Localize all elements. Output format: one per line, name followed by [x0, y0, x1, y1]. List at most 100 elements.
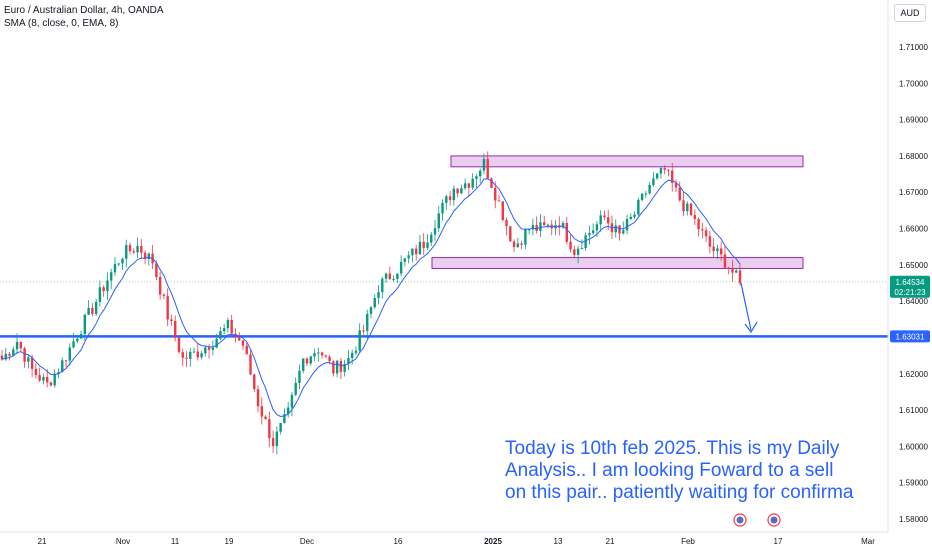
candle-body	[396, 273, 399, 280]
candle-body	[727, 267, 730, 269]
candle-body	[535, 225, 538, 231]
candle-body	[591, 230, 595, 234]
candle-body	[241, 340, 245, 346]
candle-body	[125, 245, 128, 259]
y-tick-label: 1.59000	[899, 479, 928, 488]
candle-body	[381, 278, 384, 293]
candle-body	[407, 255, 410, 259]
candle-body	[27, 357, 30, 362]
candle-body	[102, 287, 105, 292]
candle-body	[313, 353, 316, 357]
candle-body	[467, 183, 471, 188]
candle-body	[98, 287, 102, 302]
candle-body	[155, 263, 158, 278]
indicator-legend[interactable]: SMA (8, close, 0, EMA, 8)	[4, 18, 119, 29]
candle-body	[448, 196, 452, 201]
candle-body	[682, 200, 685, 212]
candle-body	[317, 352, 320, 354]
candle-body	[426, 242, 429, 248]
candle-body	[712, 246, 715, 252]
candle-body	[377, 292, 380, 298]
candle-body	[200, 353, 203, 358]
candle-body	[238, 336, 241, 341]
candle-body	[531, 225, 535, 230]
candle-body	[185, 357, 188, 359]
level-price-tag[interactable]	[890, 330, 930, 343]
candle-body	[271, 438, 275, 447]
candle-body	[704, 230, 708, 237]
candle-body	[219, 331, 222, 339]
candle-body	[15, 341, 19, 350]
candle-body	[497, 200, 501, 202]
candle-body	[245, 345, 248, 355]
x-tick-label: 2025	[484, 537, 502, 546]
candle-body	[501, 201, 504, 221]
candle-body	[437, 213, 440, 229]
y-tick-label: 1.69000	[899, 116, 928, 125]
candle-body	[509, 226, 512, 242]
x-tick-label: 17	[774, 537, 783, 546]
level-price-text: 1.63031	[896, 332, 925, 341]
x-tick-label: 13	[554, 537, 563, 546]
candle-body	[30, 357, 34, 369]
candle-body	[418, 241, 422, 255]
candle-body	[121, 258, 124, 264]
currency-label[interactable]: AUD	[894, 4, 926, 22]
candle-body	[384, 273, 388, 279]
candle-body	[64, 360, 68, 362]
candle-body	[136, 246, 139, 253]
candle-body	[230, 319, 233, 334]
arrow-head	[744, 321, 758, 334]
candle-body	[655, 173, 659, 179]
candle-body	[350, 352, 354, 359]
candle-body	[354, 350, 358, 353]
candle-body	[422, 241, 425, 248]
candle-body	[478, 170, 482, 177]
y-tick-label: 1.71000	[899, 43, 928, 52]
candle-body	[339, 360, 343, 372]
projection-arrow	[740, 282, 758, 334]
time-scale: 21 Nov 11 19 Dec 16 2025 13 21 Feb 17 Mar	[38, 537, 876, 546]
candle-body	[170, 319, 173, 321]
symbol-title[interactable]: Euro / Australian Dollar, 4h, OANDA	[4, 5, 164, 16]
candle-body	[697, 219, 700, 230]
candle-body	[268, 419, 271, 439]
candle-body	[83, 314, 87, 335]
candle-body	[640, 193, 644, 200]
x-tick-label: Nov	[116, 537, 130, 546]
candle-body	[347, 358, 350, 365]
analysis-annotation[interactable]: Today is 10th feb 2025. This is my Daily…	[505, 438, 925, 504]
chart-legend: Euro / Australian Dollar, 4h, OANDA SMA …	[4, 4, 164, 30]
candle-body	[222, 328, 226, 332]
candle-body	[622, 230, 625, 234]
last-price-tag[interactable]	[890, 275, 930, 298]
candle-body	[584, 235, 587, 249]
resistance-zone[interactable]	[450, 155, 804, 168]
candle-body	[45, 376, 49, 383]
candle-body	[629, 216, 633, 220]
candle-body	[512, 241, 516, 248]
candle-body	[140, 246, 143, 253]
candle-body	[588, 233, 591, 236]
candle-body	[132, 251, 135, 253]
candle-body	[637, 199, 640, 215]
candle-body	[106, 280, 109, 292]
candle-body	[490, 178, 493, 189]
candle-body	[482, 158, 486, 171]
candle-body	[189, 351, 192, 359]
candle-body	[332, 361, 335, 374]
candle-body	[275, 431, 279, 447]
candle-body	[373, 297, 376, 308]
y-tick-label: 1.58000	[899, 515, 928, 524]
candle-body	[109, 272, 113, 281]
candle-body	[34, 368, 38, 376]
candle-body	[143, 252, 147, 259]
candle-body	[369, 307, 373, 314]
support-zone[interactable]	[431, 257, 804, 269]
candle-body	[76, 338, 79, 342]
candle-body	[652, 178, 655, 186]
y-tick-label: 1.70000	[899, 79, 928, 88]
candle-body	[633, 214, 636, 217]
